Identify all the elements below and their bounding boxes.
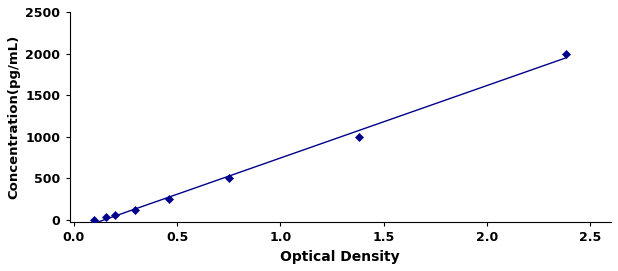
X-axis label: Optical Density: Optical Density bbox=[281, 250, 400, 264]
Y-axis label: Concentration(pg/mL): Concentration(pg/mL) bbox=[7, 35, 20, 199]
